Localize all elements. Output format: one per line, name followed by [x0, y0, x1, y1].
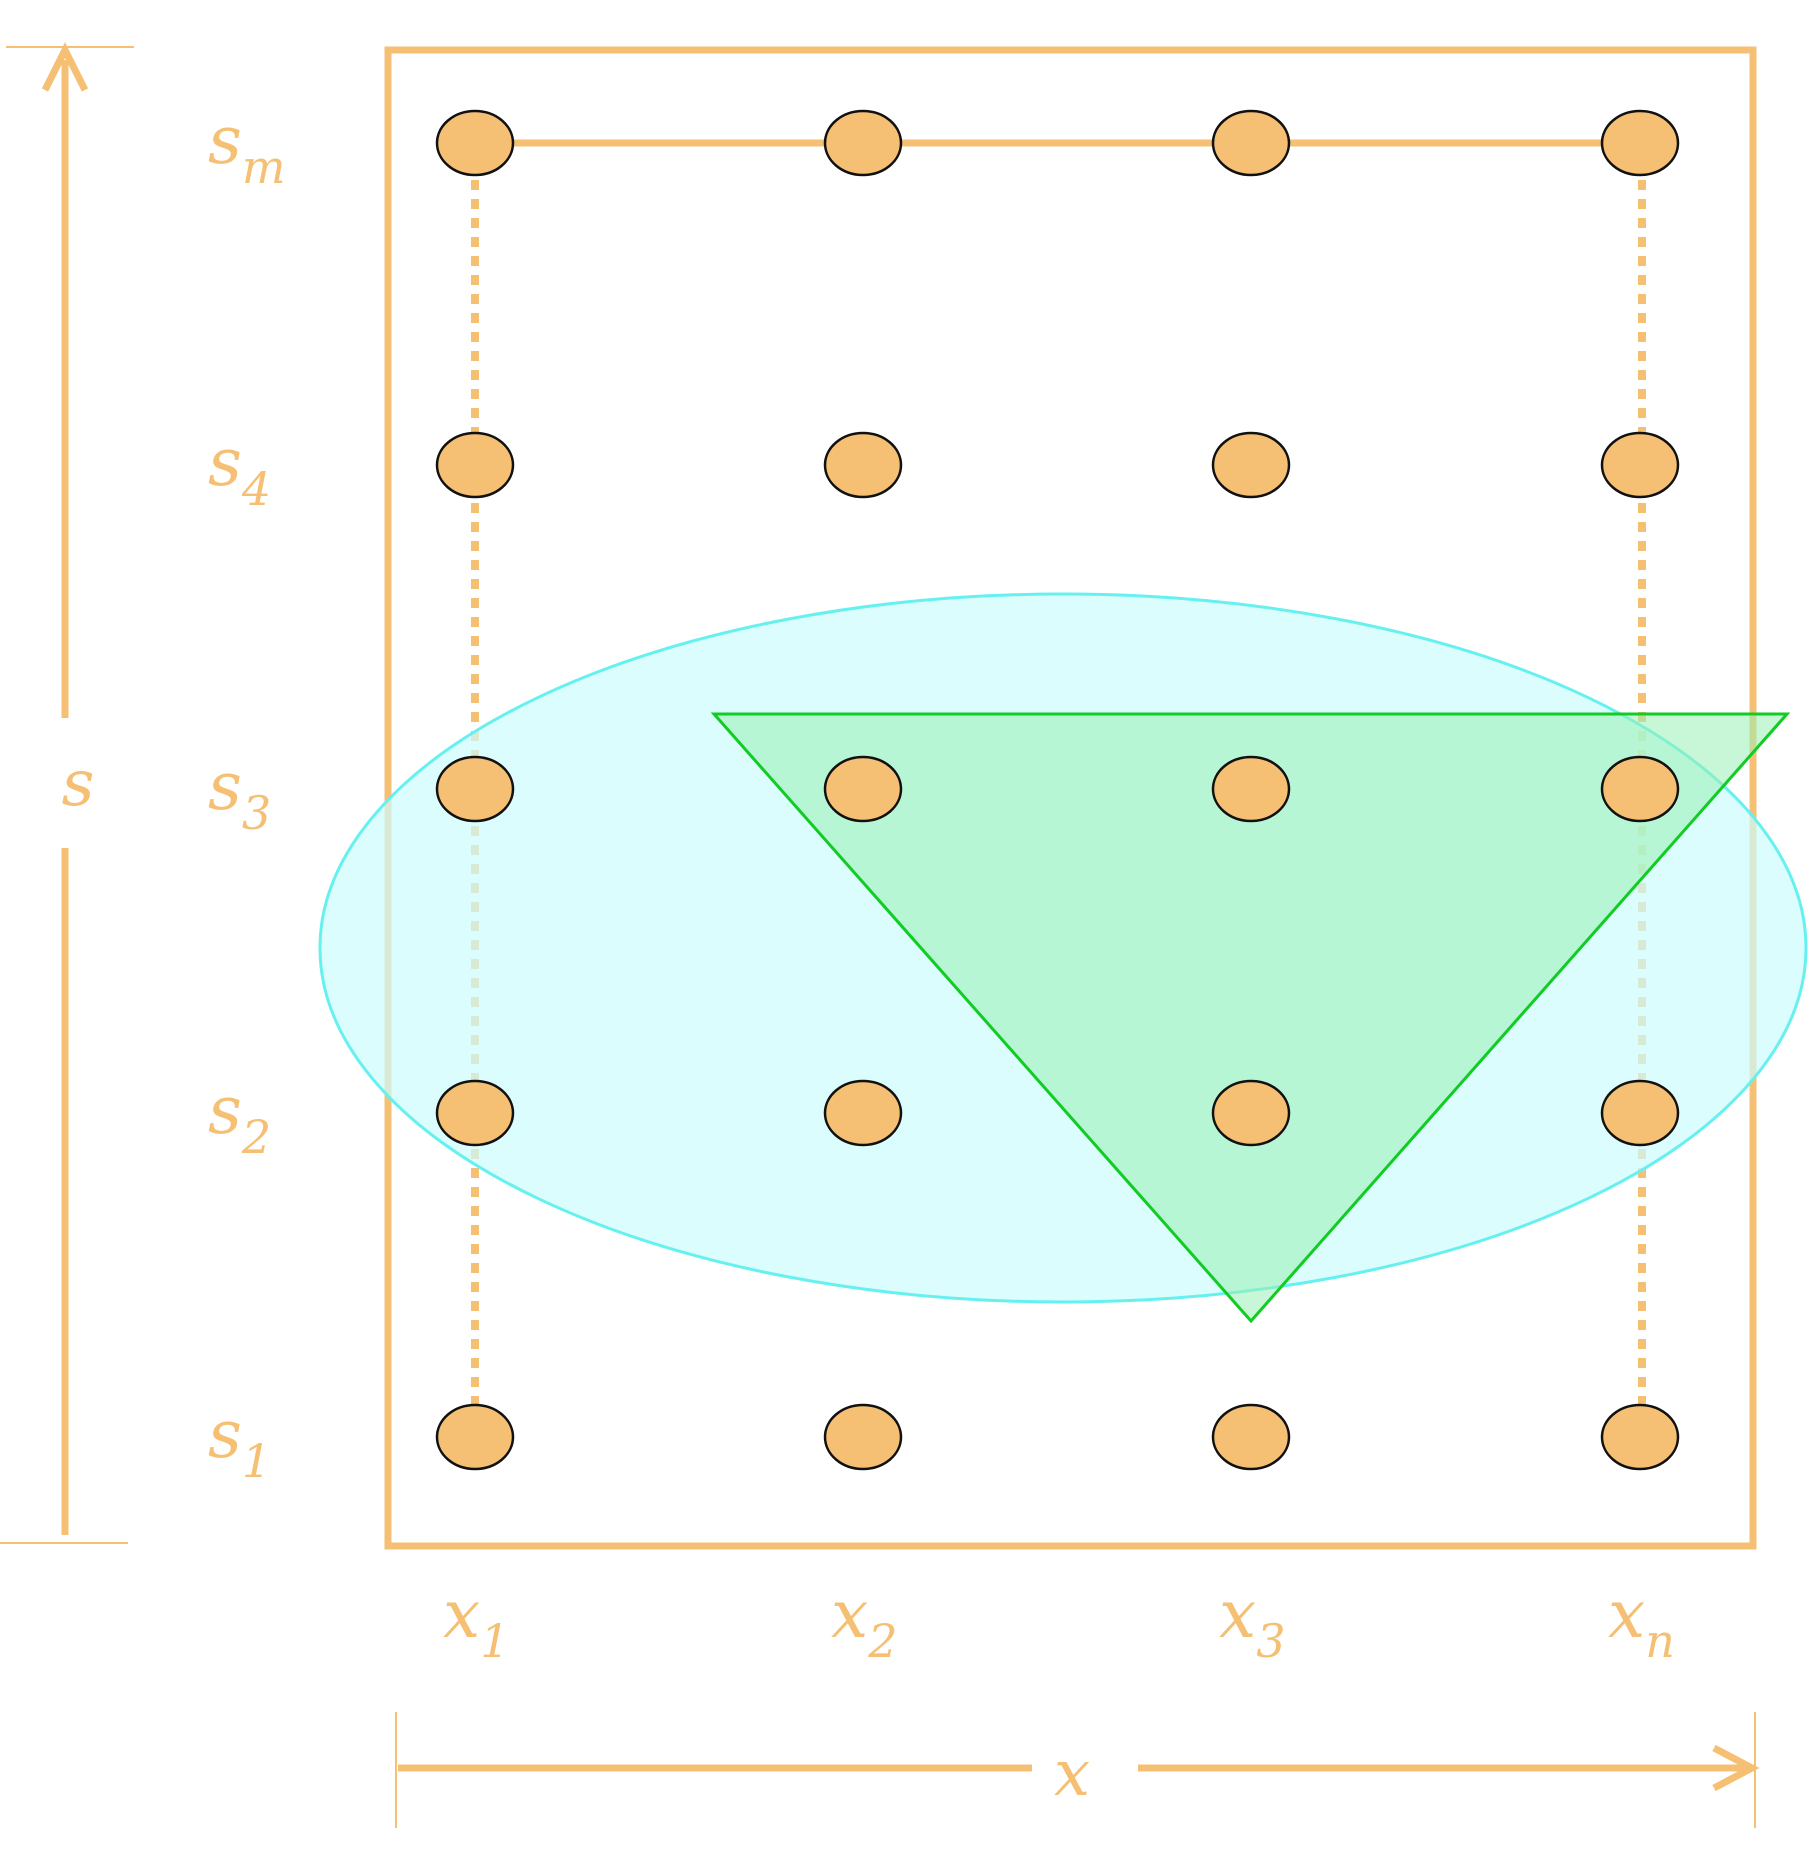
- grid-node: [435, 431, 515, 499]
- grid-node: [1600, 1403, 1680, 1471]
- grid-nodes-overlay: [435, 109, 1680, 1471]
- row-label: sm: [208, 102, 286, 194]
- grid-node: [823, 431, 903, 499]
- grid-node: [435, 755, 515, 823]
- triangle-region: [710, 712, 1791, 1324]
- grid-node: [1600, 109, 1680, 177]
- s-axis-label: s: [62, 747, 95, 821]
- column-label: xn: [1608, 1576, 1675, 1668]
- grid-node: [1600, 755, 1680, 823]
- x-axis-arrowhead: [1712, 1744, 1760, 1792]
- column-label: x3: [1219, 1576, 1286, 1668]
- row-label: s4: [208, 424, 271, 516]
- grid-node: [1211, 1079, 1291, 1147]
- row-label: s1: [208, 1396, 271, 1488]
- grid-node: [1211, 1403, 1291, 1471]
- grid-node: [823, 755, 903, 823]
- grid-node: [435, 109, 515, 177]
- grid-node: [1600, 431, 1680, 499]
- grid-node: [1211, 109, 1291, 177]
- grid-node: [1211, 431, 1291, 499]
- row-label: s2: [208, 1072, 271, 1164]
- s-axis-arrowhead: [41, 42, 89, 92]
- grid-node: [435, 1403, 515, 1471]
- row-label: s3: [208, 748, 271, 840]
- grid-node: [435, 1079, 515, 1147]
- column-label: x2: [831, 1576, 898, 1668]
- grid-node: [1211, 755, 1291, 823]
- column-label: x1: [443, 1576, 510, 1668]
- grid-node: [1600, 1079, 1680, 1147]
- grid-node: [823, 1403, 903, 1471]
- column-labels: x1 x2 x3 xn: [443, 1576, 1675, 1668]
- grid-node: [823, 1079, 903, 1147]
- grid-node: [823, 109, 903, 177]
- x-axis-label: x: [1054, 1737, 1090, 1811]
- row-labels: sm s4 s3 s2 s1: [208, 102, 286, 1488]
